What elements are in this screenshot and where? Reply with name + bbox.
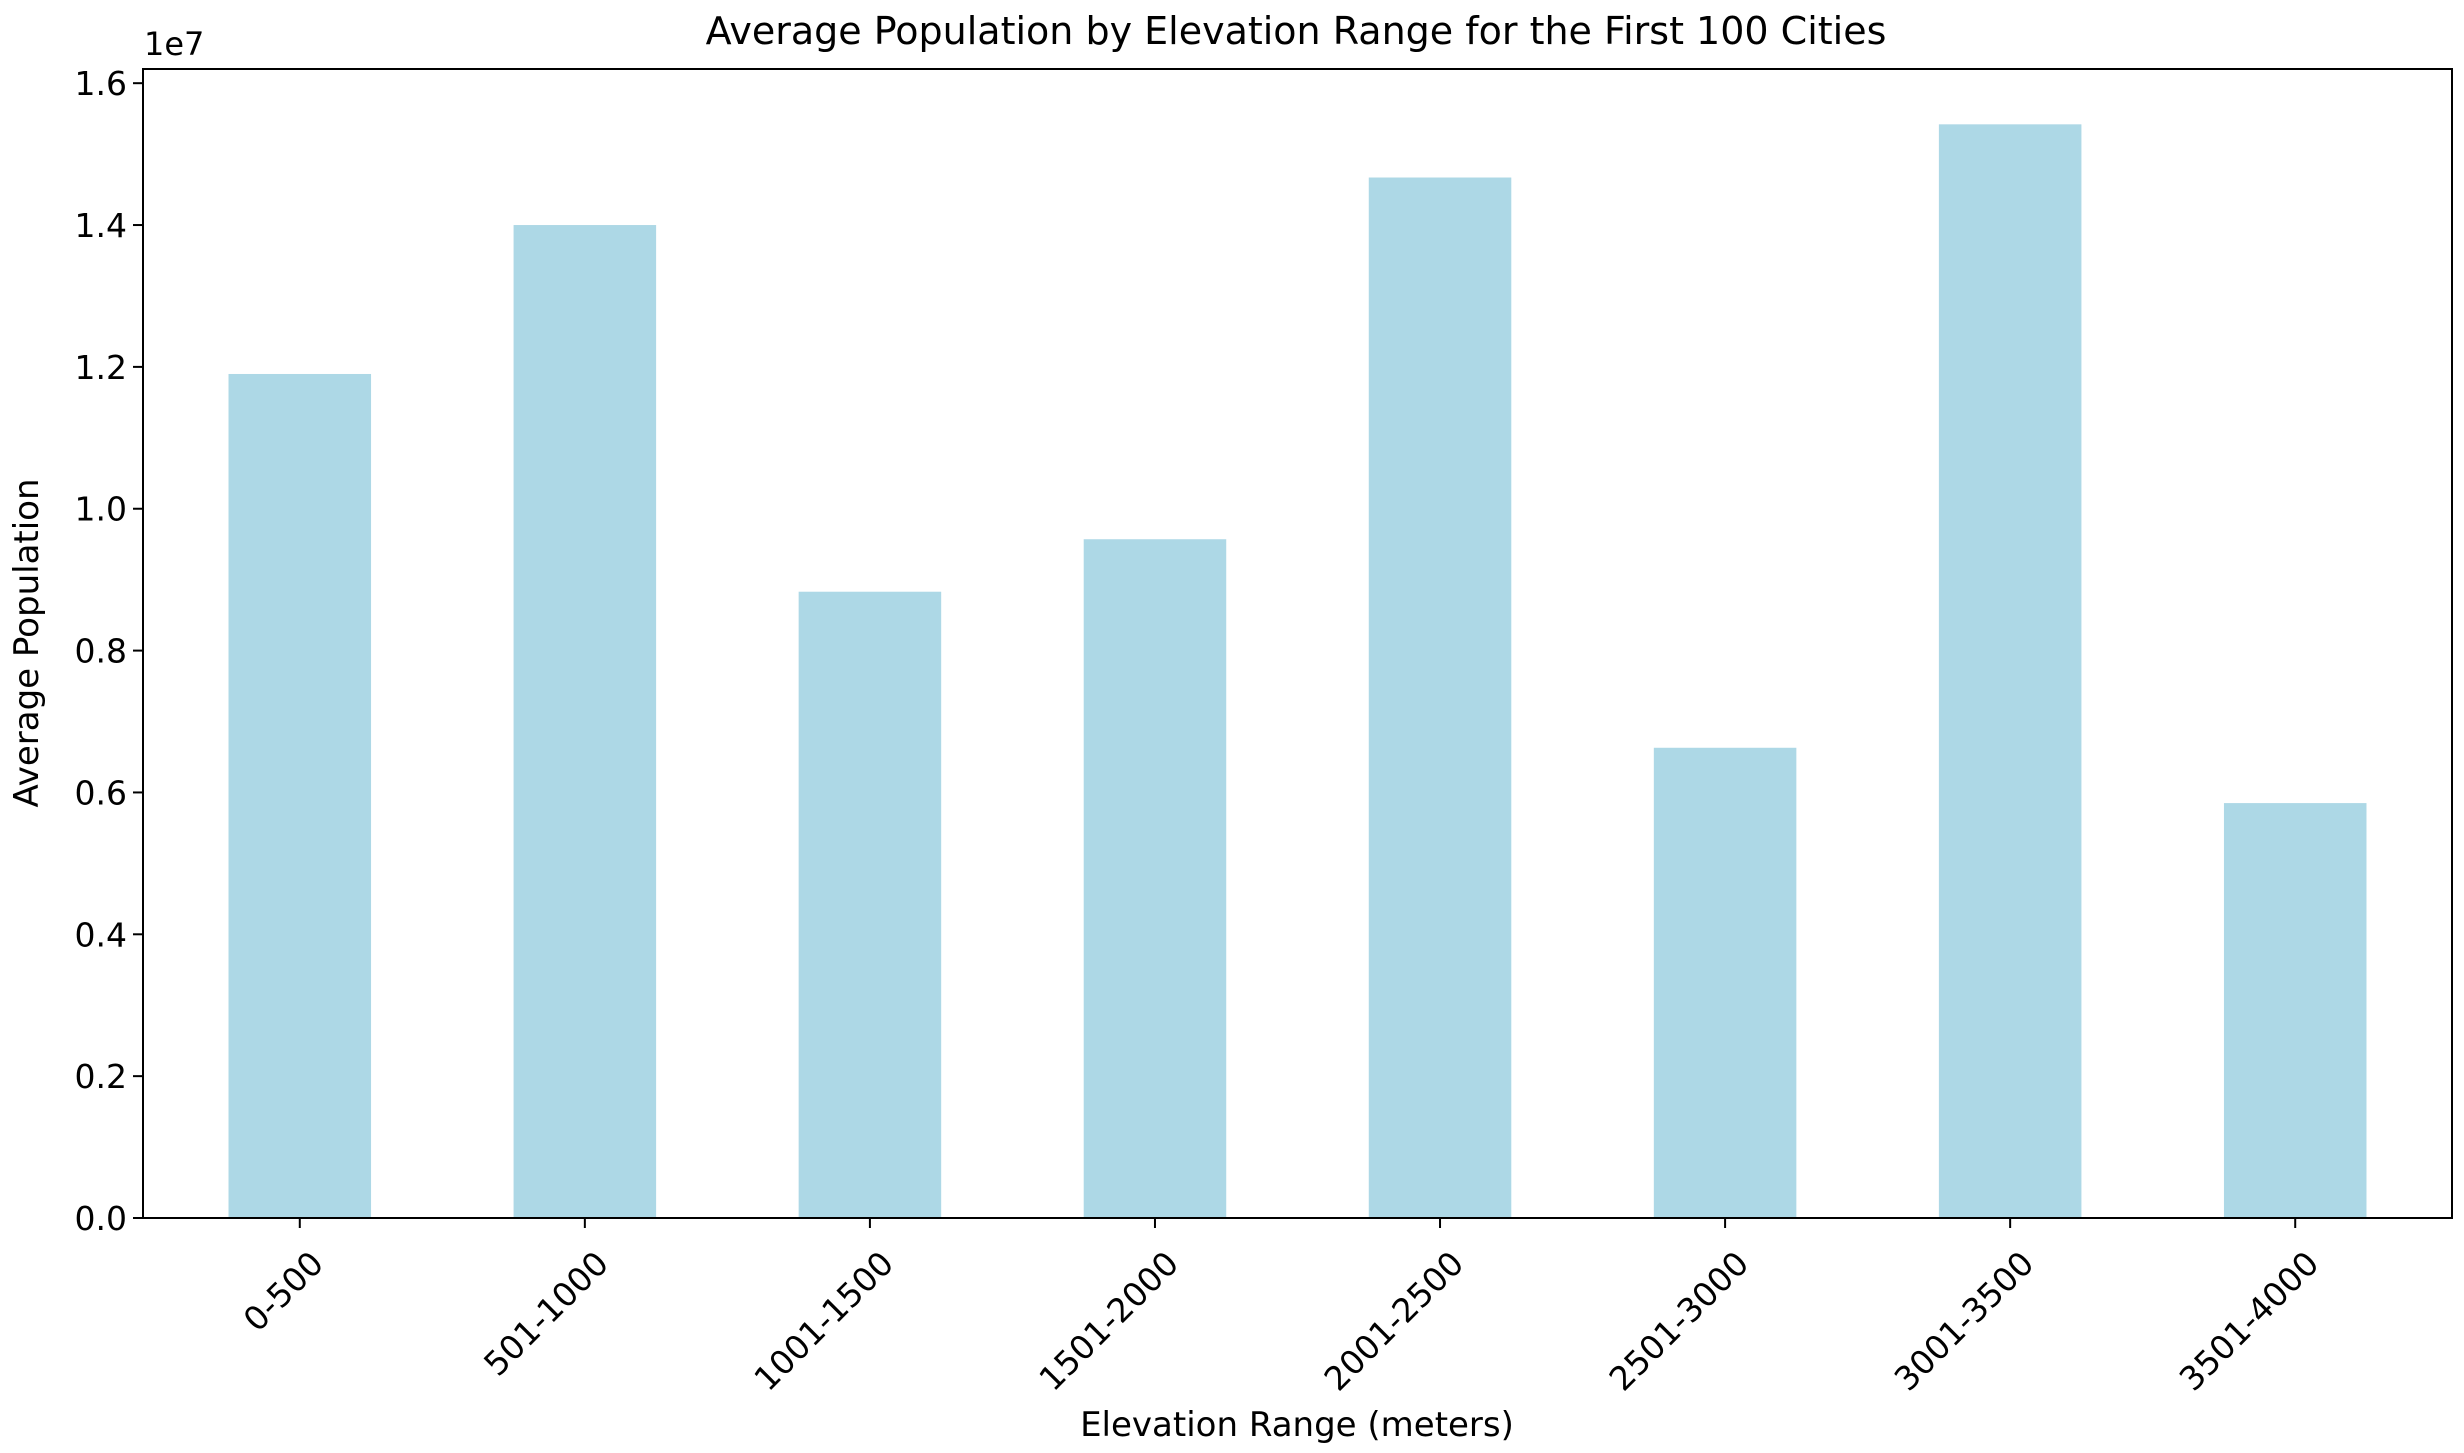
y-axis-label: Average Population [7,478,47,807]
y-tick-label: 1.2 [75,348,127,387]
y-tick-label: 0.8 [75,632,127,671]
y-tick-label: 0.2 [75,1057,127,1096]
bar-2501-3000 [1653,747,1797,1218]
bars-group [228,124,2367,1219]
y-tick-label: 1.4 [75,206,127,245]
y-tick-label: 1.6 [75,64,127,103]
bar-2001-2500 [1368,177,1512,1219]
y-tick-label: 0.4 [75,915,127,954]
bar-501-1000 [513,225,657,1218]
bar-1001-1500 [798,591,942,1218]
y-axis-ticks: 0.0 0.2 0.4 0.6 0.8 1.0 1.2 1.4 1.6 [75,64,143,1238]
bar-3001-3500 [1938,124,2082,1218]
x-axis-label: Elevation Range (meters) [1080,1405,1514,1445]
bar-0-500 [228,373,372,1219]
bar-3501-4000 [2223,803,2367,1218]
chart-title: Average Population by Elevation Range fo… [706,9,1887,53]
y-tick-label: 0.6 [75,773,127,812]
y-axis-offset-label: 1e7 [144,25,204,63]
y-tick-label: 1.0 [75,490,127,529]
bar-1501-2000 [1083,539,1227,1218]
y-tick-label: 0.0 [75,1199,127,1238]
plot-area-frame [142,68,2453,1219]
